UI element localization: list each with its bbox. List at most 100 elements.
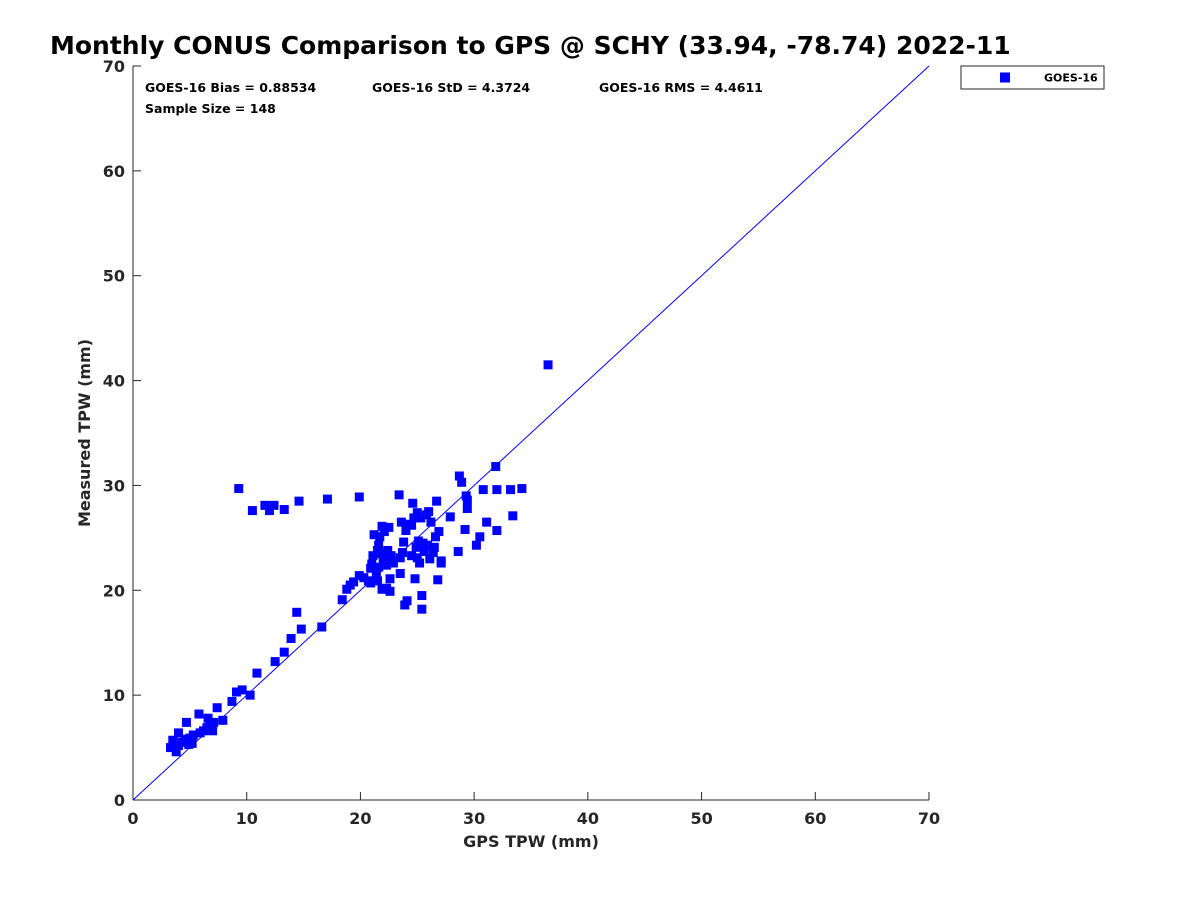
data-point [260, 500, 270, 510]
y-tick-label: 10 [103, 686, 125, 705]
data-point [492, 485, 502, 495]
data-point [218, 715, 228, 725]
data-point [337, 595, 347, 605]
x-axis-ticks: 0 10 20 30 40 50 60 70 [127, 792, 940, 828]
legend-marker-square [1000, 72, 1010, 83]
legend-label: GOES-16 [1044, 72, 1098, 85]
data-point [377, 584, 387, 594]
data-point [395, 569, 405, 579]
data-point [188, 730, 198, 740]
data-point [454, 471, 464, 481]
data-point [453, 546, 463, 556]
stat-rms: GOES-16 RMS = 4.4611 [599, 80, 763, 95]
data-point [374, 540, 384, 550]
data-point [399, 537, 409, 547]
data-point [194, 709, 204, 719]
x-tick-label: 50 [690, 809, 712, 828]
data-point [417, 591, 427, 601]
data-point [294, 496, 304, 506]
data-point [379, 527, 389, 537]
data-point [478, 485, 488, 495]
data-point [394, 490, 404, 500]
y-tick-label: 70 [103, 57, 125, 76]
data-point [418, 538, 428, 548]
data-point [423, 540, 433, 550]
data-point [460, 524, 470, 534]
y-tick-label: 20 [103, 581, 125, 600]
legend-box [960, 65, 1105, 90]
data-point [369, 530, 379, 540]
data-point [380, 553, 390, 563]
data-point [417, 604, 427, 614]
data-point [237, 685, 247, 695]
y-axis-ticks: 0 10 20 30 40 50 60 70 [103, 57, 141, 810]
data-point [385, 574, 395, 584]
legend: GOES-16 [960, 65, 1105, 90]
data-point [296, 624, 306, 634]
data-point [292, 607, 302, 617]
data-point [181, 717, 191, 727]
data-point [416, 513, 426, 523]
axes [132, 66, 929, 801]
data-point [426, 517, 436, 527]
data-point [279, 505, 289, 515]
data-point [411, 542, 421, 552]
data-point [317, 622, 327, 632]
data-point [247, 506, 257, 516]
data-point [471, 540, 481, 550]
data-point [168, 735, 178, 745]
data-point [402, 596, 412, 606]
data-point [382, 560, 392, 570]
data-point [407, 551, 417, 561]
data-point [398, 548, 408, 558]
data-point [409, 513, 419, 523]
stat-std: GOES-16 StD = 4.3724 [372, 80, 530, 95]
data-point [508, 511, 518, 521]
data-point [384, 522, 394, 532]
one-to-one-line [132, 65, 930, 801]
data-point [424, 507, 434, 517]
series-goes16-points [166, 360, 553, 757]
x-tick-label: 30 [463, 809, 485, 828]
y-axis-label: Measured TPW (mm) [75, 339, 94, 527]
data-point [166, 743, 176, 753]
data-point [245, 690, 255, 700]
data-point [279, 647, 289, 657]
stat-bias: GOES-16 Bias = 0.88534 [145, 80, 316, 95]
data-point [401, 526, 411, 536]
data-point [388, 558, 398, 568]
data-point [506, 485, 516, 495]
data-point [180, 734, 190, 744]
data-point [386, 551, 396, 561]
data-point [227, 696, 237, 706]
chart-title: Monthly CONUS Comparison to GPS @ SCHY (… [50, 31, 1011, 60]
data-point [407, 520, 417, 530]
y-tick-label: 60 [103, 162, 125, 181]
data-point [322, 494, 332, 504]
data-point [171, 747, 181, 757]
x-tick-label: 20 [349, 809, 371, 828]
y-tick-label: 50 [103, 267, 125, 286]
x-axis-label: GPS TPW (mm) [463, 832, 599, 851]
data-point [475, 532, 485, 542]
data-point [517, 484, 527, 494]
data-point [269, 500, 279, 510]
data-point [430, 532, 440, 542]
data-point [264, 506, 274, 516]
data-point [412, 553, 422, 563]
data-point [419, 546, 429, 556]
x-tick-label: 10 [236, 809, 258, 828]
data-point [366, 578, 376, 588]
data-point [371, 569, 381, 579]
data-point [412, 508, 422, 518]
data-point [372, 576, 382, 586]
data-point [457, 477, 467, 487]
data-point [395, 553, 405, 563]
y-tick-label: 0 [114, 791, 125, 810]
data-point [354, 492, 364, 502]
data-point [492, 526, 502, 536]
x-tick-label: 0 [127, 809, 138, 828]
data-point [445, 512, 455, 522]
data-point [252, 668, 262, 678]
